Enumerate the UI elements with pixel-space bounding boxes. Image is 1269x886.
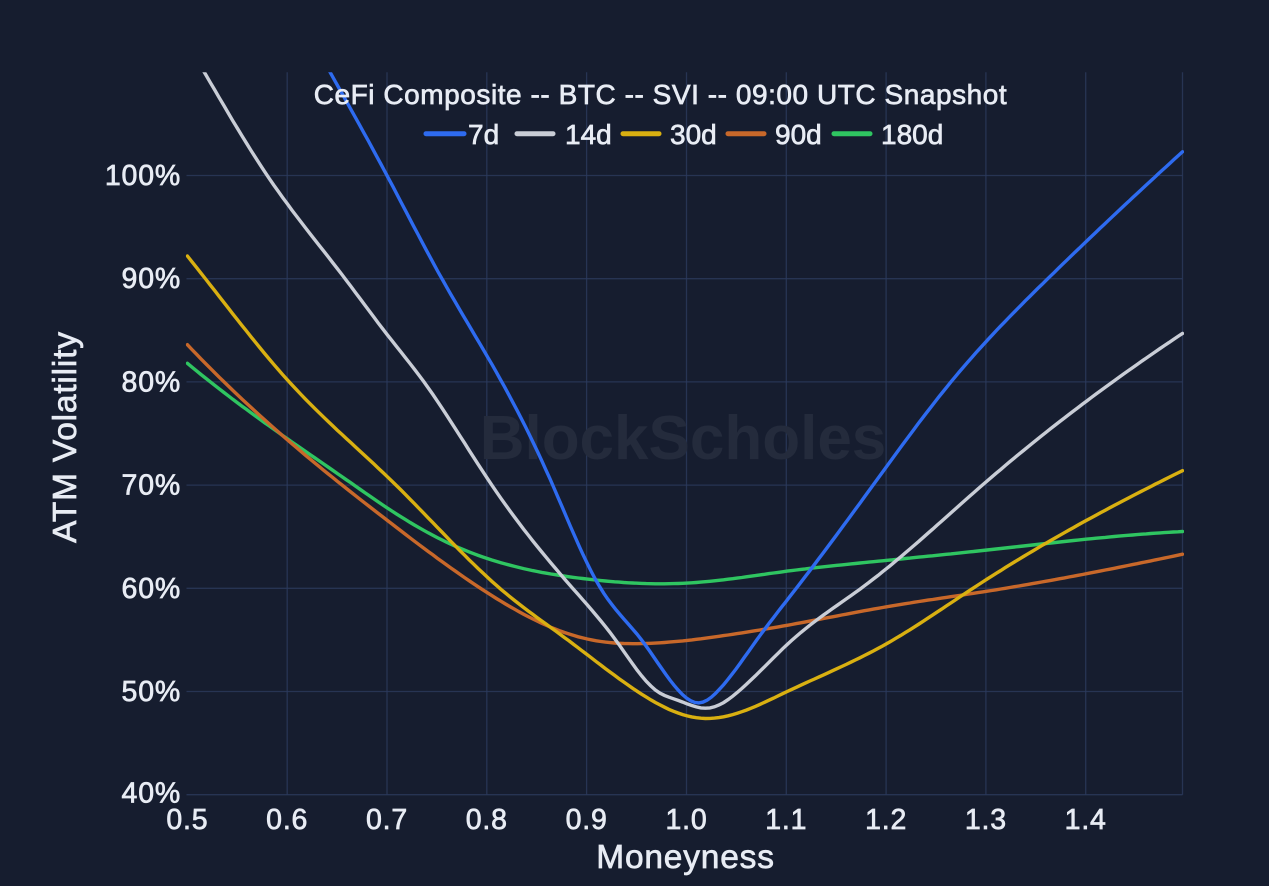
svg-text:BlockScholes: BlockScholes [480, 404, 887, 473]
svg-text:Moneyness: Moneyness [596, 839, 775, 876]
svg-text:80%: 80% [122, 366, 181, 398]
svg-text:180d: 180d [881, 119, 943, 150]
svg-text:40%: 40% [122, 778, 181, 810]
svg-text:1.0: 1.0 [665, 804, 707, 836]
svg-text:1.4: 1.4 [1065, 804, 1107, 836]
svg-text:ATM Volatility: ATM Volatility [47, 331, 84, 543]
svg-text:50%: 50% [122, 676, 181, 708]
svg-text:1.3: 1.3 [965, 804, 1007, 836]
svg-text:1.2: 1.2 [865, 804, 907, 836]
svg-text:70%: 70% [122, 470, 181, 502]
svg-text:90d: 90d [775, 119, 822, 150]
svg-text:60%: 60% [122, 573, 181, 605]
svg-text:14d: 14d [565, 119, 612, 150]
svg-text:30d: 30d [670, 119, 717, 150]
svg-text:0.9: 0.9 [566, 804, 608, 836]
svg-text:7d: 7d [468, 119, 499, 150]
svg-text:0.7: 0.7 [366, 804, 408, 836]
svg-text:0.5: 0.5 [166, 804, 208, 836]
svg-text:90%: 90% [122, 263, 181, 295]
svg-text:0.8: 0.8 [466, 804, 508, 836]
svg-text:0.6: 0.6 [266, 804, 308, 836]
svg-text:100%: 100% [105, 160, 181, 192]
svg-text:1.1: 1.1 [765, 804, 807, 836]
svg-text:CeFi Composite -- BTC -- SVI -: CeFi Composite -- BTC -- SVI -- 09:00 UT… [314, 79, 1007, 110]
